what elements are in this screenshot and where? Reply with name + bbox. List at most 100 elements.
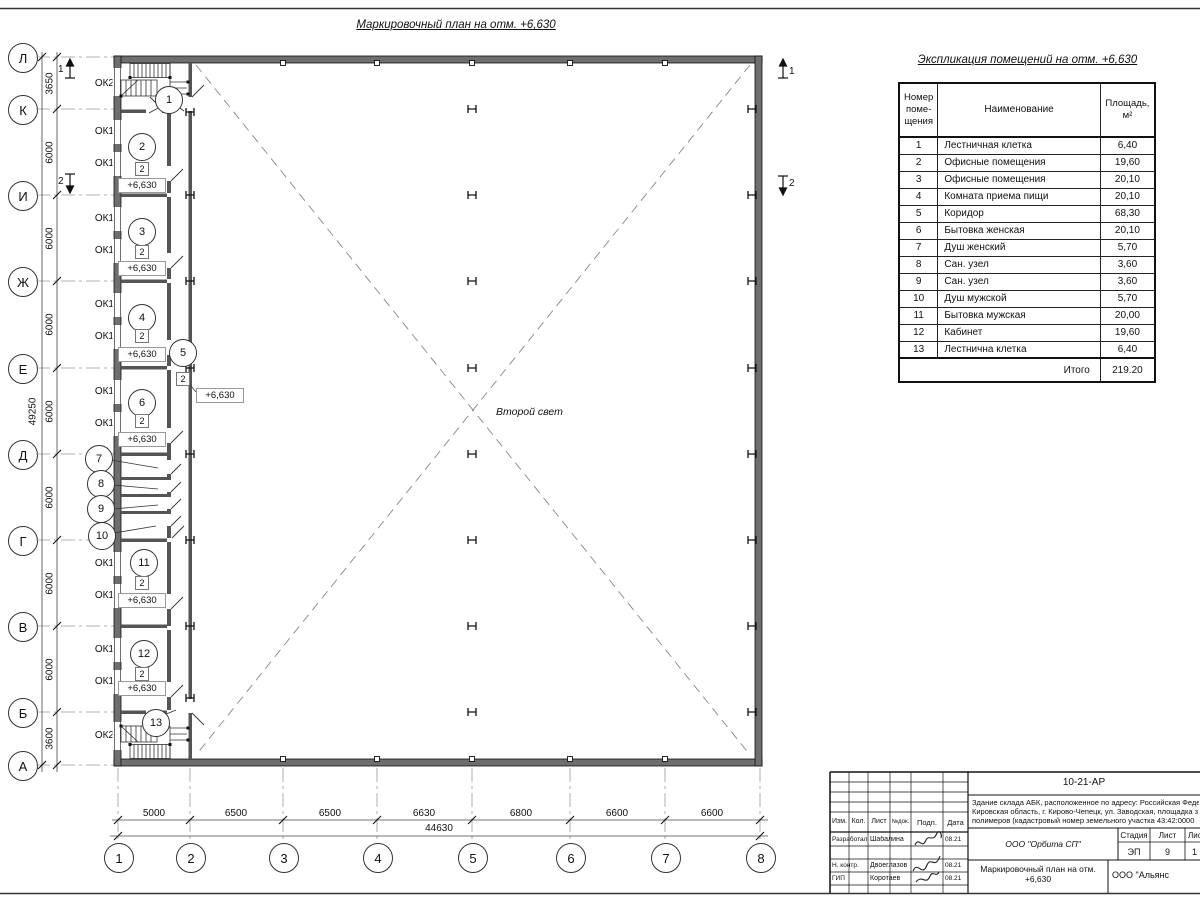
sign-role-2: Н. контр.: [832, 862, 859, 869]
door-mark: 2: [135, 414, 149, 428]
sheet-label: Лист: [1158, 831, 1177, 840]
door-mark: 2: [135, 667, 149, 681]
interior-wall-hall: [188, 63, 192, 759]
client-org: ООО "Альянс: [1112, 870, 1169, 880]
dim-col-4: 6800: [509, 808, 533, 819]
room-tag-10: 10: [88, 522, 116, 550]
sign-role-3: ГИП: [832, 875, 845, 882]
window-tag-ok1: ОК1: [94, 644, 114, 655]
schedule-col-number: Номер поме- щения: [898, 82, 939, 138]
second-light-label: Второй свет: [496, 406, 563, 418]
elevation-mark: +6,630: [118, 432, 166, 447]
window-tag-ok1: ОК1: [94, 676, 114, 687]
window-tag-ok1: ОК1: [94, 245, 114, 256]
dimension-lines: [41, 52, 768, 837]
window-tag-ok1: ОК1: [94, 590, 114, 601]
room-schedule-table: Номер поме- щения Наименование Площадь, …: [898, 82, 1156, 383]
axis-col-8: 8: [746, 843, 776, 873]
object-line-2: Кировская область, г. Кирово-Чепецк, ул.…: [972, 807, 1199, 816]
elevation-mark: +6,630: [118, 593, 166, 608]
door-mark: 2: [176, 372, 190, 386]
axis-col-6: 6: [556, 843, 586, 873]
col-izm: Изм.: [832, 818, 847, 825]
window-tag-ok1: ОК1: [94, 299, 114, 310]
wall-column-squares: [280, 60, 668, 762]
sheets-value: 1: [1192, 847, 1198, 857]
schedule-row: 8 Сан. узел 3,60: [898, 255, 1156, 274]
room-tag-13: 13: [142, 709, 170, 737]
second-light-cross: [195, 64, 751, 756]
section-mark-2: 2: [789, 178, 795, 189]
grid-axis-lines: [36, 56, 761, 843]
schedule-row: 10 Душ мужской 5,70: [898, 289, 1156, 308]
axis-col-4: 4: [363, 843, 393, 873]
dim-col-6: 6600: [700, 808, 724, 819]
section-mark-2: 2: [58, 176, 64, 187]
sign-date-3: 08.21: [945, 875, 962, 882]
window-tag-ok2: ОК2: [94, 78, 114, 89]
sign-date-2: 08.21: [945, 862, 962, 869]
room-name: Душ женский: [937, 238, 1101, 257]
object-line-1: Здание склада АБК, расположенное по адре…: [972, 798, 1199, 807]
door-mark: 2: [135, 245, 149, 259]
schedule-total-row: Итого 219.20: [898, 357, 1156, 383]
schedule-title: Экспликация помещений на отм. +6,630: [917, 54, 1138, 66]
room-name: Душ мужской: [937, 289, 1101, 308]
col-ndok: №док.: [891, 819, 910, 825]
col-kol: Кол.: [851, 818, 866, 825]
axis-col-2: 2: [176, 843, 206, 873]
schedule-row: 6 Бытовка женская 20,10: [898, 221, 1156, 240]
room-tag-7: 7: [85, 445, 113, 473]
axis-row-A: А: [8, 751, 38, 781]
dim-col-1: 6500: [224, 808, 248, 819]
stage-value: ЭП: [1127, 847, 1141, 857]
window-tag-ok2: ОК2: [94, 730, 114, 741]
dim-col-total: 44630: [425, 823, 453, 834]
window-tag-ok1: ОК1: [94, 331, 114, 342]
axis-col-5: 5: [458, 843, 488, 873]
sheet-value: 9: [1164, 847, 1170, 857]
schedule-col-area: Площадь, м²: [1099, 82, 1156, 138]
room-tag-4: 4: [128, 304, 156, 332]
exterior-walls: [113, 55, 763, 767]
elevation-mark: +6,630: [118, 178, 166, 193]
schedule-row: 2 Офисные помещения 19,60: [898, 153, 1156, 172]
col-podp: Подп.: [917, 818, 937, 827]
title-block-frame: [829, 771, 1200, 893]
door-mark: 2: [135, 329, 149, 343]
axis-col-3: 3: [269, 843, 299, 873]
doc-title: Маркировочный план на отм. +6,630: [980, 864, 1096, 884]
schedule-row: 1 Лестничная клетка 6,40: [898, 136, 1156, 155]
left-wall-windows: [112, 68, 123, 750]
window-tag-ok1: ОК1: [94, 158, 114, 169]
axis-row-B: Б: [8, 698, 38, 728]
stage-label: Стадия: [1120, 831, 1148, 840]
dimension-ticks: [37, 52, 765, 841]
room-tag-6: 6: [128, 389, 156, 417]
door-mark: 2: [135, 162, 149, 176]
section-mark-1: 1: [58, 64, 64, 75]
dim-col-5: 6600: [605, 808, 629, 819]
col-data: Дата: [947, 818, 964, 827]
interior-wall-rooms: [167, 111, 171, 710]
room-tag-1: 1: [155, 86, 183, 114]
window-tag-ok1: ОК1: [94, 558, 114, 569]
schedule-col-name: Наименование: [937, 82, 1101, 138]
room-tag-5: 5: [169, 339, 197, 367]
plan-title: Маркировочный план на отм. +6,630: [356, 19, 556, 31]
dim-col-0: 5000: [142, 808, 166, 819]
section-mark-1: 1: [789, 66, 795, 77]
room-tag-3: 3: [128, 218, 156, 246]
schedule-row: 11 Бытовка мужская 20,00: [898, 306, 1156, 325]
room-tag-12: 12: [130, 640, 158, 668]
elevation-mark: +6,630: [118, 681, 166, 696]
object-line-3: полимеров (кадастровый номер земельного …: [972, 816, 1195, 825]
partition-walls: [121, 109, 167, 714]
dim-col-2: 6500: [318, 808, 342, 819]
room-tag-2: 2: [128, 133, 156, 161]
schedule-total-value: 219.20: [1099, 357, 1156, 383]
elevation-mark: +6,630: [118, 261, 166, 276]
sign-name-3: Коротаев: [870, 875, 901, 882]
axis-col-7: 7: [651, 843, 681, 873]
